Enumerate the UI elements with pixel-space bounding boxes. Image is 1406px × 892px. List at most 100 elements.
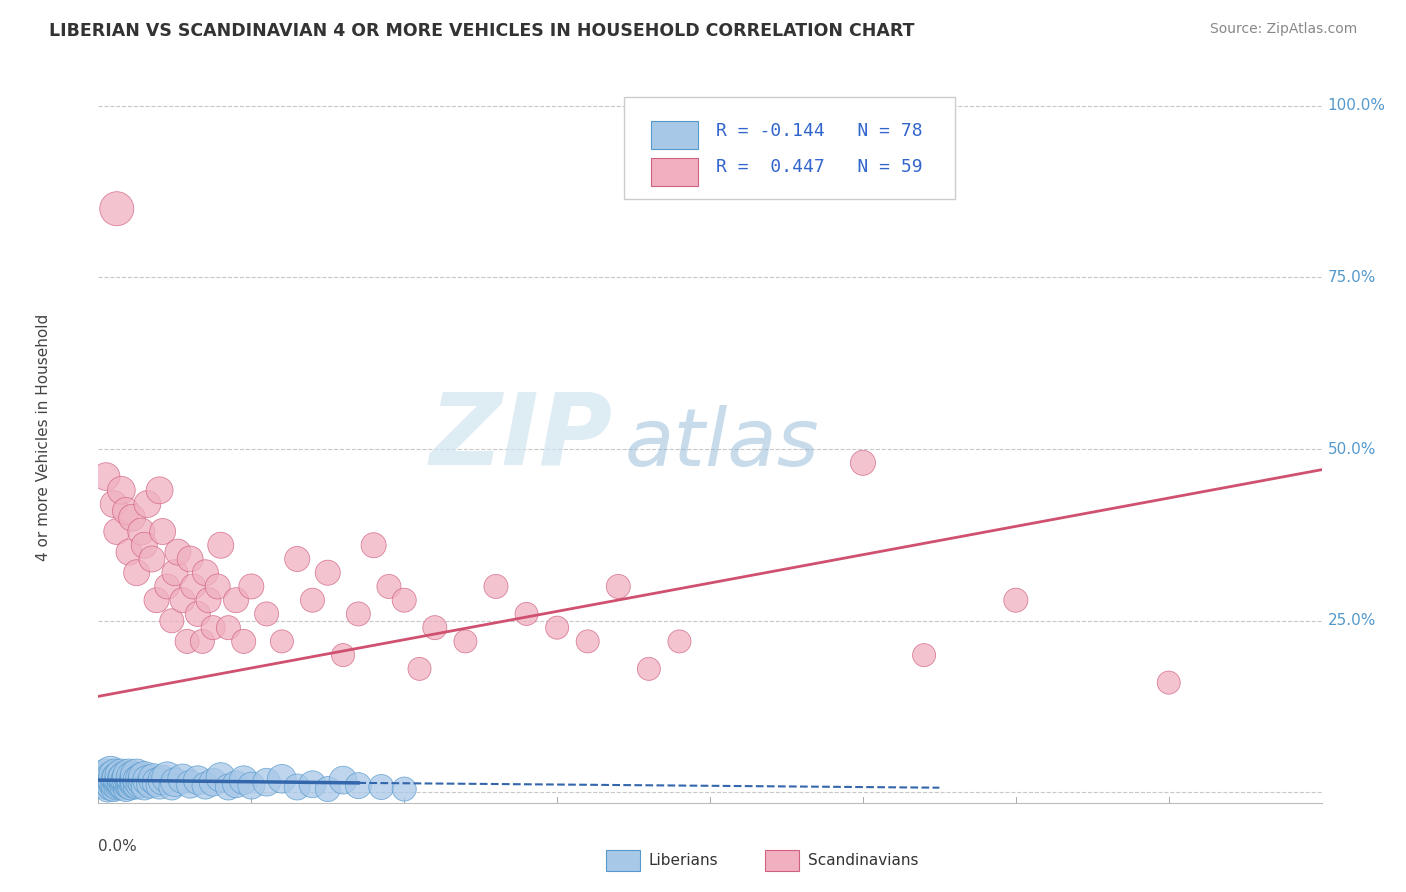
- Point: [546, 621, 568, 635]
- Point: [285, 780, 308, 794]
- Point: [378, 579, 401, 593]
- Point: [163, 775, 186, 789]
- Point: [1004, 593, 1026, 607]
- Text: ZIP: ZIP: [429, 389, 612, 485]
- Point: [107, 771, 129, 785]
- Point: [232, 773, 254, 788]
- Point: [100, 766, 122, 780]
- Text: 100.0%: 100.0%: [1327, 98, 1386, 113]
- Point: [121, 510, 143, 524]
- Text: 25.0%: 25.0%: [1327, 614, 1376, 628]
- Point: [301, 593, 323, 607]
- Point: [141, 552, 163, 566]
- Point: [110, 483, 132, 498]
- Point: [110, 777, 132, 791]
- Point: [240, 779, 263, 793]
- Point: [156, 771, 179, 785]
- Point: [202, 775, 225, 789]
- Point: [115, 782, 138, 797]
- Point: [370, 780, 392, 794]
- Text: R =  0.447   N = 59: R = 0.447 N = 59: [716, 159, 922, 177]
- Point: [217, 621, 239, 635]
- Point: [142, 772, 165, 786]
- Point: [98, 772, 121, 786]
- Point: [129, 772, 152, 786]
- Point: [187, 607, 209, 621]
- Point: [120, 780, 142, 794]
- Point: [124, 772, 146, 786]
- Point: [363, 538, 385, 552]
- Point: [121, 771, 143, 785]
- Point: [94, 469, 117, 483]
- Point: [852, 456, 875, 470]
- Point: [136, 497, 159, 511]
- Point: [160, 780, 183, 794]
- FancyBboxPatch shape: [651, 121, 697, 149]
- Point: [98, 777, 121, 791]
- Point: [104, 768, 127, 782]
- Point: [149, 779, 172, 793]
- Point: [179, 777, 201, 791]
- Point: [115, 773, 138, 788]
- Point: [516, 607, 538, 621]
- Point: [111, 780, 134, 794]
- Point: [225, 593, 247, 607]
- Point: [107, 775, 129, 789]
- Point: [172, 593, 194, 607]
- Point: [270, 772, 292, 786]
- Point: [156, 579, 179, 593]
- Text: LIBERIAN VS SCANDINAVIAN 4 OR MORE VEHICLES IN HOUSEHOLD CORRELATION CHART: LIBERIAN VS SCANDINAVIAN 4 OR MORE VEHIC…: [49, 22, 915, 40]
- Point: [91, 775, 114, 789]
- Point: [121, 773, 143, 788]
- Point: [134, 780, 156, 794]
- Point: [152, 773, 174, 788]
- Point: [127, 773, 149, 788]
- Text: Source: ZipAtlas.com: Source: ZipAtlas.com: [1209, 22, 1357, 37]
- Point: [118, 779, 141, 793]
- Text: R = -0.144   N = 78: R = -0.144 N = 78: [716, 121, 922, 140]
- Point: [145, 775, 167, 789]
- Point: [128, 777, 150, 791]
- Point: [209, 771, 232, 785]
- Point: [117, 772, 139, 786]
- Point: [347, 779, 370, 793]
- Point: [105, 772, 128, 786]
- Point: [301, 777, 323, 791]
- Point: [912, 648, 935, 662]
- Point: [134, 771, 156, 785]
- Point: [100, 780, 122, 794]
- Point: [172, 772, 194, 786]
- Point: [117, 777, 139, 791]
- Text: atlas: atlas: [624, 405, 820, 483]
- Point: [94, 768, 117, 782]
- Point: [125, 566, 148, 580]
- Point: [209, 538, 232, 552]
- Point: [256, 607, 278, 621]
- Point: [111, 772, 134, 786]
- Point: [225, 777, 247, 791]
- Point: [181, 579, 204, 593]
- Point: [392, 593, 416, 607]
- Point: [1157, 675, 1180, 690]
- Point: [207, 579, 229, 593]
- Point: [167, 545, 190, 559]
- Point: [112, 771, 135, 785]
- Text: Scandinavians: Scandinavians: [808, 853, 918, 868]
- Point: [408, 662, 430, 676]
- Point: [637, 662, 661, 676]
- FancyBboxPatch shape: [651, 158, 697, 186]
- Point: [139, 777, 162, 791]
- Point: [132, 775, 155, 789]
- Point: [108, 779, 131, 793]
- Point: [332, 648, 354, 662]
- Point: [232, 634, 254, 648]
- Point: [110, 768, 132, 782]
- Text: Liberians: Liberians: [648, 853, 718, 868]
- Point: [125, 779, 148, 793]
- Point: [256, 775, 278, 789]
- Point: [347, 607, 370, 621]
- Point: [104, 777, 127, 791]
- Point: [122, 777, 145, 791]
- Point: [194, 566, 217, 580]
- FancyBboxPatch shape: [624, 97, 955, 200]
